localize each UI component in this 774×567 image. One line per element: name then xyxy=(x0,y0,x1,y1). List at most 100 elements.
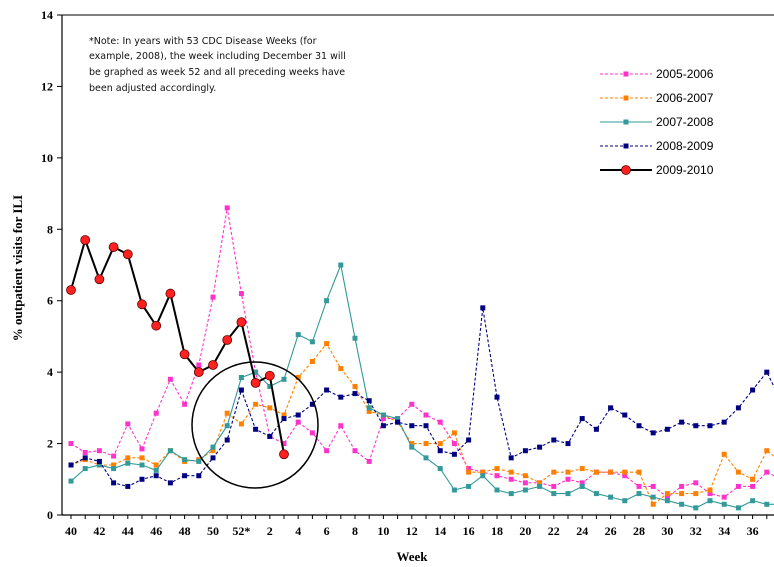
data-point xyxy=(693,491,699,497)
legend-entry: 2007-2008 xyxy=(600,115,714,129)
data-point xyxy=(224,410,230,416)
data-point xyxy=(579,416,585,422)
data-point xyxy=(593,491,599,497)
data-point xyxy=(693,505,699,511)
data-point xyxy=(139,455,145,461)
series-line xyxy=(70,207,774,498)
data-point xyxy=(68,441,74,447)
x-tick-label: 8 xyxy=(352,524,358,538)
data-point xyxy=(608,494,614,500)
note-line-1: *Note: In years with 53 CDC Disease Week… xyxy=(89,36,317,47)
series-2008-2009 xyxy=(68,305,774,489)
data-point xyxy=(267,433,273,439)
data-point xyxy=(281,376,287,382)
data-point xyxy=(522,448,528,454)
series-2005-2006 xyxy=(68,205,774,500)
data-point xyxy=(608,469,614,475)
data-point xyxy=(139,462,145,468)
data-point xyxy=(253,426,259,432)
data-point xyxy=(622,473,628,479)
data-point xyxy=(437,419,443,425)
data-point xyxy=(480,473,486,479)
data-point xyxy=(650,494,656,500)
y-tick-label: 2 xyxy=(47,437,53,451)
y-tick-label: 6 xyxy=(47,294,53,308)
data-point xyxy=(650,501,656,507)
legend-entry: 2006-2007 xyxy=(600,91,714,105)
data-point xyxy=(466,437,472,443)
data-point xyxy=(636,469,642,475)
data-point xyxy=(622,412,628,418)
data-point xyxy=(423,441,429,447)
data-point xyxy=(122,249,133,260)
data-point xyxy=(253,369,259,375)
legend-marker xyxy=(623,119,629,125)
data-point xyxy=(409,444,415,450)
data-point xyxy=(679,419,685,425)
note-annotation: *Note: In years with 53 CDC Disease Week… xyxy=(89,36,346,94)
data-point xyxy=(764,369,770,375)
x-tick-label: 28 xyxy=(633,524,645,538)
data-point xyxy=(750,483,756,489)
data-point xyxy=(153,462,159,468)
data-point xyxy=(153,473,159,479)
x-tick-label: 24 xyxy=(576,524,588,538)
note-line-2: example, 2008), the week including Decem… xyxy=(89,51,346,62)
data-point xyxy=(82,450,88,455)
series-2009-2010 xyxy=(66,235,289,460)
data-point xyxy=(167,376,173,382)
legend-label: 2008-2009 xyxy=(656,139,714,153)
legend-entry: 2009-2010 xyxy=(600,163,714,177)
data-point xyxy=(423,412,429,418)
data-point xyxy=(66,285,76,295)
x-tick-label: 42 xyxy=(93,524,105,538)
series-line xyxy=(70,263,774,509)
legend-marker xyxy=(621,165,631,175)
data-point xyxy=(324,387,330,393)
data-point xyxy=(622,498,628,504)
data-point xyxy=(721,501,727,507)
data-point xyxy=(664,494,670,500)
data-point xyxy=(522,480,528,486)
x-tick-label: 36 xyxy=(747,524,759,538)
data-point xyxy=(267,383,273,389)
series-line xyxy=(70,236,285,455)
data-point xyxy=(437,441,443,447)
data-point xyxy=(224,205,230,211)
x-tick-label: 22 xyxy=(548,524,560,538)
data-point xyxy=(551,491,557,497)
series-line xyxy=(70,342,774,506)
data-point xyxy=(196,362,202,368)
data-point xyxy=(679,491,685,497)
data-point xyxy=(182,401,188,407)
data-point xyxy=(508,491,514,497)
data-point xyxy=(309,339,315,345)
data-point xyxy=(111,453,117,459)
data-point xyxy=(210,448,216,454)
data-point xyxy=(309,358,315,364)
y-axis-title: % outpatient visits for ILI xyxy=(10,195,25,341)
x-tick-label: 30 xyxy=(661,524,673,538)
data-point xyxy=(139,476,145,482)
data-point xyxy=(508,476,514,482)
x-tick-label: 20 xyxy=(519,524,531,538)
data-point xyxy=(721,451,727,457)
legend-label: 2005-2006 xyxy=(656,67,714,81)
x-tick-label: 2 xyxy=(267,524,273,538)
data-point xyxy=(537,483,543,489)
data-point xyxy=(466,469,472,475)
data-point xyxy=(750,387,756,393)
x-tick-label: 44 xyxy=(122,524,134,538)
data-point xyxy=(437,466,443,472)
data-point xyxy=(281,412,287,418)
data-point xyxy=(352,391,358,397)
data-point xyxy=(551,437,557,443)
data-point xyxy=(352,383,358,389)
data-point xyxy=(352,448,358,454)
y-tick-label: 8 xyxy=(47,222,53,236)
data-point xyxy=(735,469,741,475)
data-point xyxy=(82,455,88,461)
data-point xyxy=(338,423,344,429)
data-point xyxy=(82,466,88,472)
plot-frame xyxy=(61,14,774,516)
